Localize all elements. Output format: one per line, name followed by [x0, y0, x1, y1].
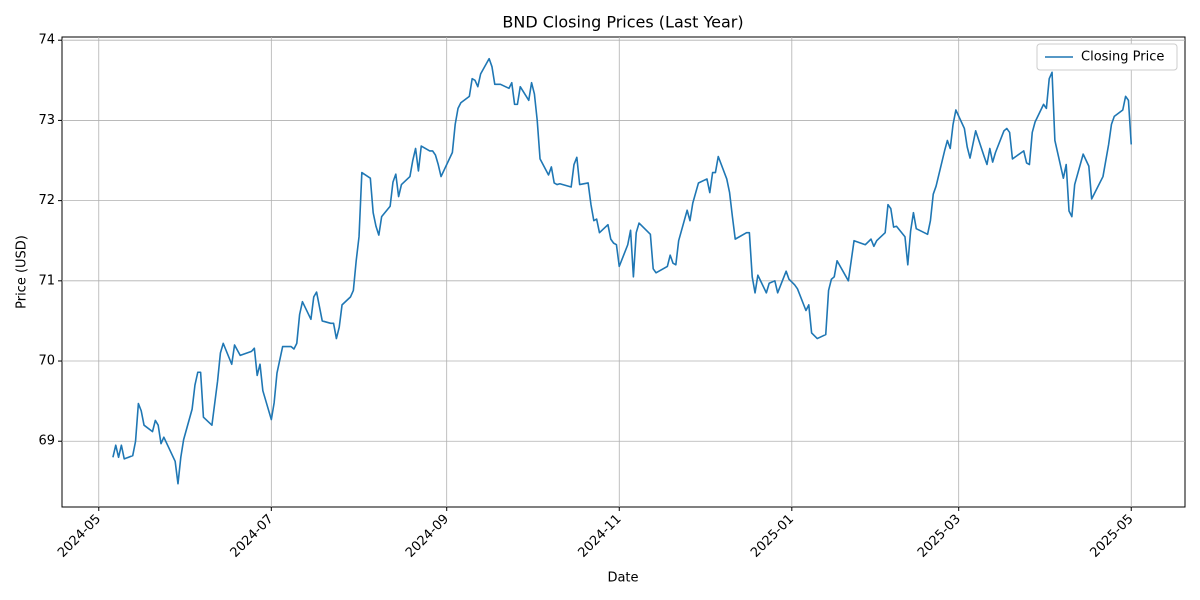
y-tick-label: 71: [38, 273, 55, 288]
y-tick-label: 72: [38, 193, 55, 208]
price-line: [112, 57, 1133, 485]
y-axis-label: Price (USD): [15, 235, 30, 309]
x-tick-label: 2025-03: [915, 512, 964, 561]
y-tick-label: 74: [38, 33, 55, 48]
x-tick-label: 2025-01: [748, 512, 797, 561]
y-tick-label: 69: [38, 434, 55, 449]
plot-frame: [61, 36, 1186, 508]
y-tick-label: 70: [38, 354, 55, 369]
legend-label: Closing Price: [1081, 50, 1164, 65]
x-tick-label: 2024-11: [576, 512, 625, 561]
grid: [62, 37, 1185, 507]
legend-box: [1036, 43, 1178, 71]
y-tick-label: 73: [38, 113, 55, 128]
x-axis-label: Date: [607, 571, 638, 586]
x-tick-label: 2024-05: [55, 512, 104, 561]
chart-title: BND Closing Prices (Last Year): [502, 13, 743, 32]
x-tick-label: 2024-07: [228, 512, 277, 561]
x-tick-label: 2024-09: [403, 512, 452, 561]
x-tick-label: 2025-05: [1088, 512, 1137, 561]
